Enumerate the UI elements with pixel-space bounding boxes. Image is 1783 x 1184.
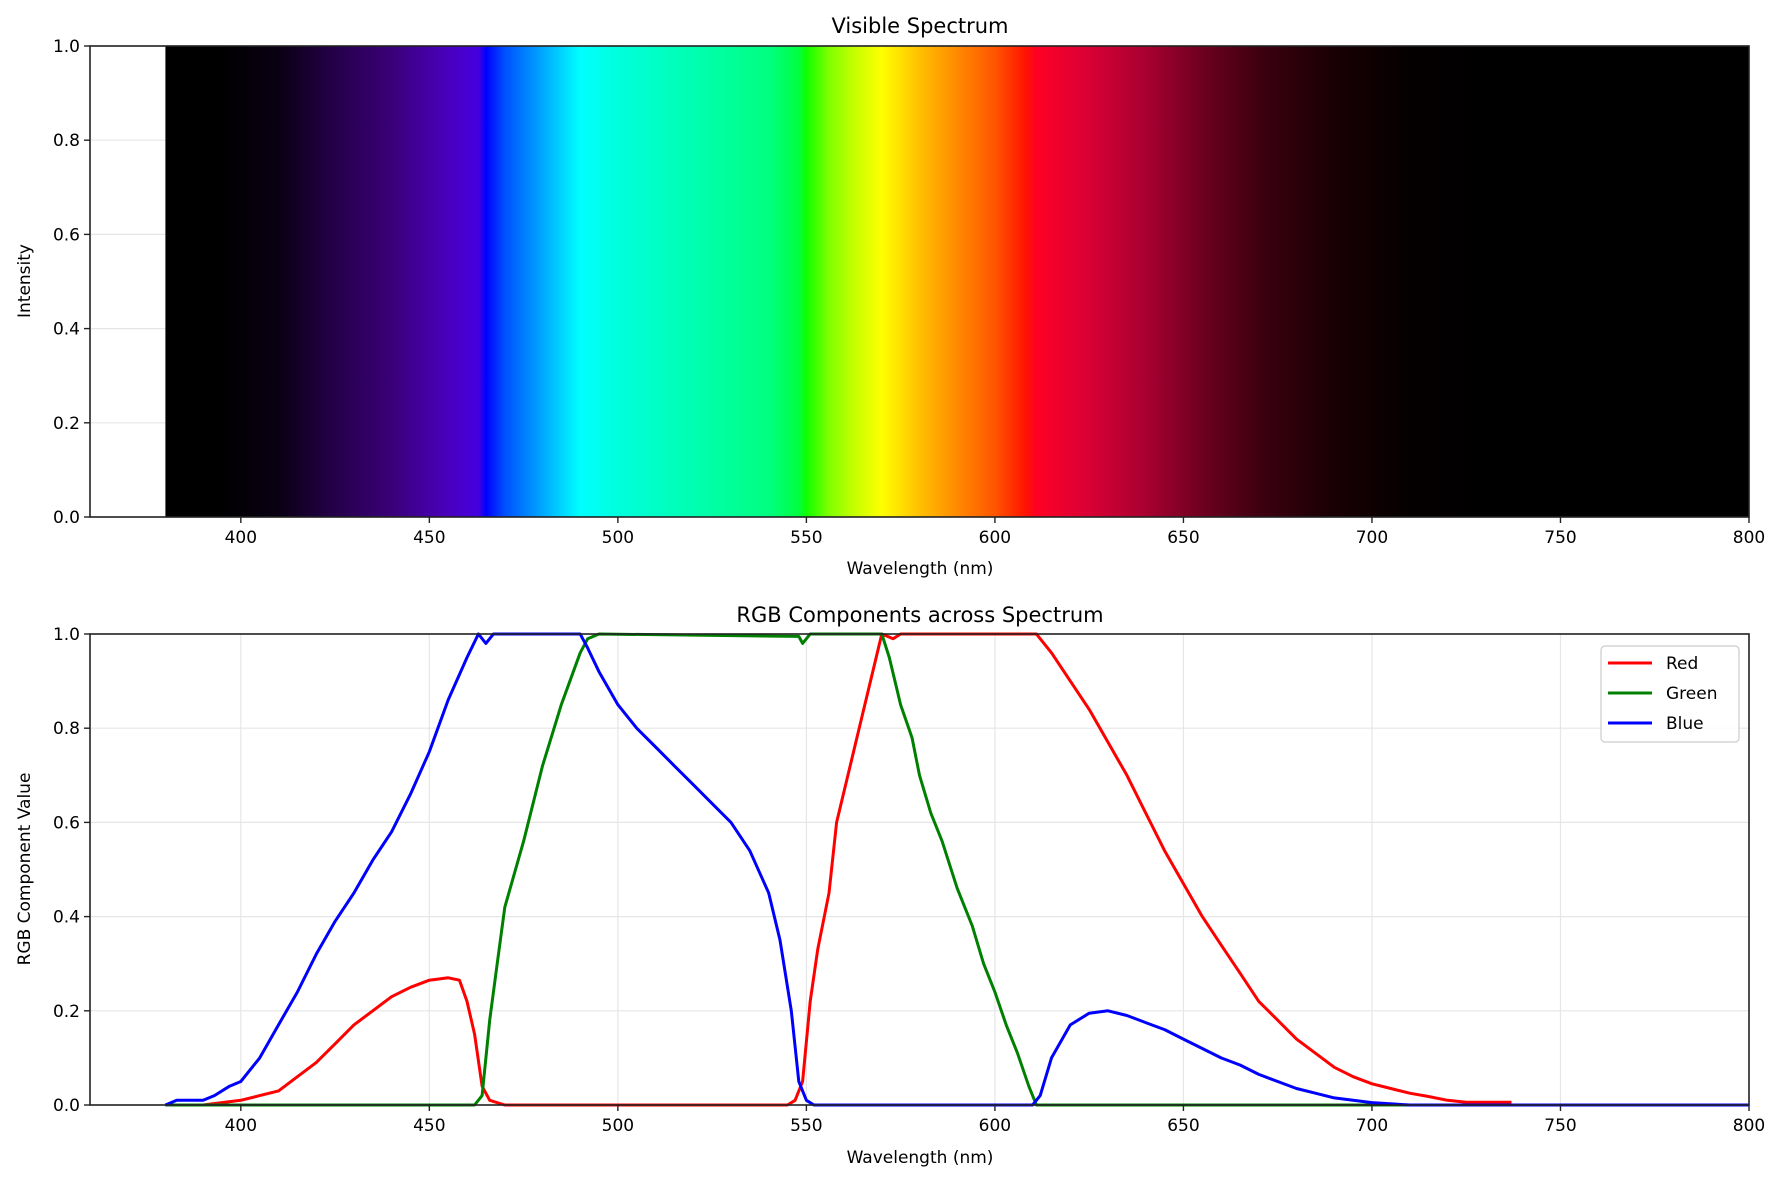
y-tick-label: 0.6 <box>53 813 80 833</box>
y-tick-label: 0.8 <box>53 719 80 739</box>
x-axis-label: Wavelength (nm) <box>847 1148 994 1168</box>
x-tick-label: 450 <box>413 528 445 548</box>
y-tick-label: 0.4 <box>53 908 80 928</box>
x-tick-label: 750 <box>1544 1116 1576 1136</box>
series-lines <box>164 632 1749 1107</box>
x-tick-label: 650 <box>1167 528 1199 548</box>
chart-title: Visible Spectrum <box>831 14 1008 38</box>
x-tick-label: 700 <box>1356 528 1388 548</box>
y-tick-label: 0.2 <box>53 414 80 434</box>
series-line-blue <box>164 632 1749 1107</box>
x-tick-label: 450 <box>413 1116 445 1136</box>
axis-ticks: 0.0 0.2 0.4 0.6 0.8 1.0 400 450 500 550 600 650 700 7… <box>53 37 1765 548</box>
legend-item-blue: Blue <box>1608 714 1704 734</box>
x-tick-label: 500 <box>602 528 634 548</box>
y-axis-label: Intensity <box>15 244 35 318</box>
x-tick-label: 400 <box>225 528 257 548</box>
x-tick-label: 500 <box>602 1116 634 1136</box>
grid <box>90 633 1750 1106</box>
legend-box <box>1600 645 1740 743</box>
y-tick-label: 0.0 <box>53 508 80 528</box>
legend-item-red: Red <box>1608 654 1698 674</box>
visible-spectrum-chart: Visible Spectrum 0.0 0.2 0.4 0.6 0.8 1.0 400 45… <box>15 14 1765 579</box>
series-line-red <box>165 632 1512 1107</box>
chart-title: RGB Components across Spectrum <box>736 603 1103 627</box>
legend-item-green: Green <box>1608 684 1717 704</box>
axes-frame <box>89 633 1750 1106</box>
x-tick-label: 600 <box>979 1116 1011 1136</box>
x-tick-label: 800 <box>1733 528 1765 548</box>
y-tick-label: 0.0 <box>53 1096 80 1116</box>
x-tick-label: 400 <box>225 1116 257 1136</box>
x-tick-label: 550 <box>790 1116 822 1136</box>
legend: Red Green Blue <box>1600 645 1740 743</box>
y-tick-label: 0.8 <box>53 131 80 151</box>
x-tick-label: 600 <box>979 528 1011 548</box>
y-axis-label: RGB Component Value <box>15 773 35 966</box>
x-tick-label: 750 <box>1544 528 1576 548</box>
legend-label: Green <box>1666 684 1717 704</box>
rgb-components-chart: RGB Components across Spectrum 0.0 0.2 0.4… <box>15 603 1765 1168</box>
legend-label: Red <box>1666 654 1698 674</box>
x-tick-label: 550 <box>790 528 822 548</box>
x-tick-label: 650 <box>1167 1116 1199 1136</box>
legend-label: Blue <box>1666 714 1704 734</box>
y-tick-label: 0.2 <box>53 1002 80 1022</box>
axes-frame <box>89 45 1750 518</box>
y-tick-label: 0.4 <box>53 320 80 340</box>
y-tick-label: 0.6 <box>53 225 80 245</box>
x-tick-label: 800 <box>1733 1116 1765 1136</box>
y-tick-label: 1.0 <box>53 625 80 645</box>
y-tick-label: 1.0 <box>53 37 80 57</box>
x-axis-label: Wavelength (nm) <box>847 559 994 579</box>
spectrum-band <box>165 46 1750 517</box>
axis-ticks: 0.0 0.2 0.4 0.6 0.8 1.0 400 450 500 550 600 650 700 7… <box>53 625 1765 1136</box>
series-line-green <box>165 632 1749 1107</box>
x-tick-label: 700 <box>1356 1116 1388 1136</box>
